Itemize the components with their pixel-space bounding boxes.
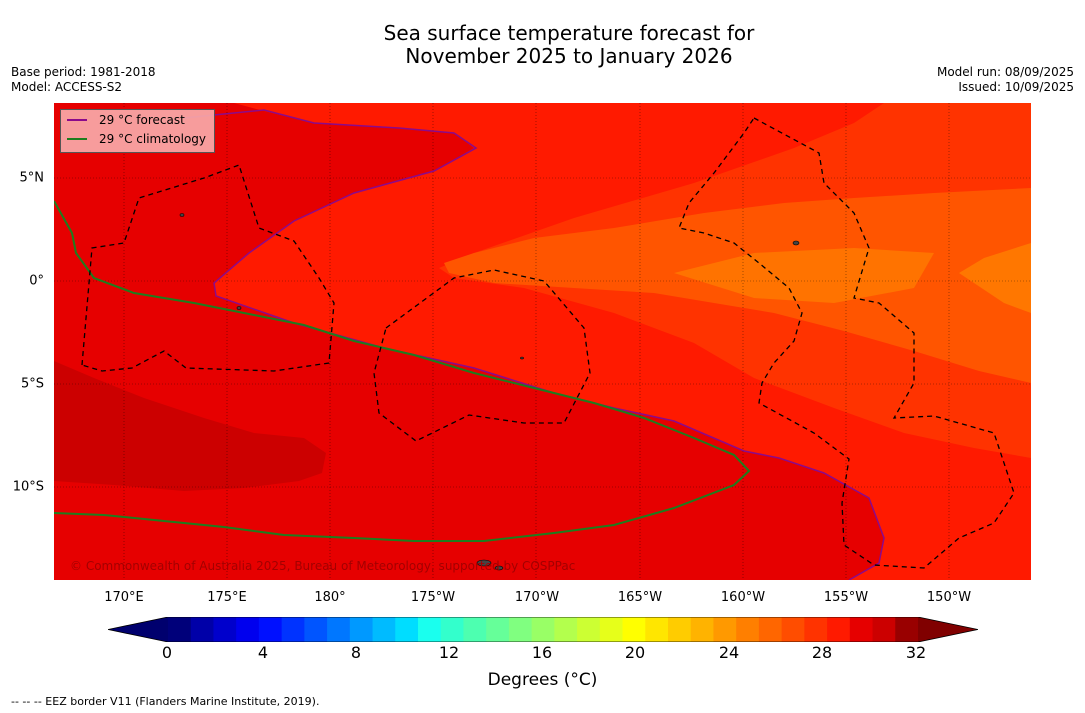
colorbar-segment xyxy=(327,617,351,642)
meta-right: Model run: 08/09/2025 Issued: 10/09/2025 xyxy=(937,65,1074,95)
eez-borders xyxy=(81,117,1015,569)
colorbar-tick-12: 12 xyxy=(438,643,460,662)
lon-label-160w: 160°W xyxy=(720,590,766,605)
colorbar-segment xyxy=(168,617,192,642)
colorbar-tick-32: 32 xyxy=(905,643,927,662)
colorbar-segment xyxy=(668,617,692,642)
colorbar-segment xyxy=(895,617,919,642)
colorbar-segment xyxy=(486,617,510,642)
lon-label-170w: 170°W xyxy=(514,590,560,605)
colorbar-tick-0: 0 xyxy=(161,643,173,662)
colorbar-segment xyxy=(440,617,465,642)
sst-band-30-31 xyxy=(54,361,326,491)
colorbar-segment xyxy=(849,617,874,642)
eez-footnote: -- -- -- EEZ border V11 (Flanders Marine… xyxy=(11,695,320,708)
lat-label-0: 0° xyxy=(29,273,44,289)
colorbar-segment xyxy=(736,617,760,642)
colorbar-segment xyxy=(418,617,442,642)
model-name: Model: ACCESS-S2 xyxy=(11,80,123,94)
colorbar-segment xyxy=(645,617,669,642)
sst-band-25-26 xyxy=(959,243,1031,313)
colorbar-segment xyxy=(258,617,283,642)
colorbar-under-triangle xyxy=(108,617,168,642)
legend-label-climatology: 29 °C climatology xyxy=(99,132,207,146)
colorbar-segment xyxy=(781,617,805,642)
colorbar-tick-4: 4 xyxy=(257,643,269,662)
legend-label-forecast: 29 °C forecast xyxy=(99,113,185,127)
colorbar-segment xyxy=(372,617,396,642)
lon-label-150w: 150°W xyxy=(926,590,972,605)
colorbar-segment xyxy=(804,617,828,642)
issued-date: Issued: 10/09/2025 xyxy=(958,80,1074,94)
colorbar-tick-24: 24 xyxy=(718,643,740,662)
colorbar-segment xyxy=(827,617,851,642)
legend-item-climatology: 29 °C climatology xyxy=(67,131,206,147)
colorbar-segment xyxy=(531,617,555,642)
colorbar-tick-28: 28 xyxy=(811,643,833,662)
colorbar-segment xyxy=(190,617,215,642)
lon-label-175w: 175°W xyxy=(410,590,456,605)
copyright-notice: © Commonwealth of Australia 2025, Bureau… xyxy=(70,559,576,573)
climatology-29c-contour xyxy=(54,200,751,542)
contour-legend: 29 °C forecast 29 °C climatology xyxy=(60,109,215,153)
colorbar-tick-8: 8 xyxy=(350,643,362,662)
sst-map: 29 °C forecast 29 °C climatology © Commo… xyxy=(54,103,1031,580)
legend-swatch-climatology xyxy=(67,138,87,140)
colorbar-segment xyxy=(395,617,419,642)
colorbar-segment xyxy=(690,617,715,642)
colorbar-segment xyxy=(713,617,737,642)
colorbar-segment xyxy=(599,617,624,642)
legend-item-forecast: 29 °C forecast xyxy=(67,112,185,128)
lon-label-170e: 170°E xyxy=(104,590,144,605)
colorbar-tick-20: 20 xyxy=(624,643,646,662)
lat-label-10s: 10°S xyxy=(12,479,44,495)
base-period: Base period: 1981-2018 xyxy=(11,65,156,79)
title-line-1: Sea surface temperature forecast for xyxy=(383,21,755,45)
colorbar-segment xyxy=(622,617,646,642)
sst-band-25-26-b xyxy=(674,248,934,303)
lon-label-175e: 175°E xyxy=(207,590,247,605)
colorbar-label: Degrees (°C) xyxy=(487,670,598,690)
map-title: Sea surface temperature forecast for Nov… xyxy=(0,22,1085,68)
meta-left: Base period: 1981-2018 Model: ACCESS-S2 xyxy=(11,65,156,95)
colorbar-segment xyxy=(304,617,328,642)
colorbar-tick-16: 16 xyxy=(531,643,553,662)
colorbar-segment xyxy=(281,617,305,642)
sst-map-svg xyxy=(54,103,1031,580)
lat-label-5s: 5°S xyxy=(20,376,44,392)
colorbar-segment xyxy=(554,617,578,642)
colorbar-over-triangle xyxy=(918,617,978,642)
colorbar xyxy=(108,617,978,642)
legend-swatch-forecast xyxy=(67,119,87,121)
colorbar-segment xyxy=(463,617,487,642)
colorbar-segment xyxy=(349,617,374,642)
colorbar-segment xyxy=(508,617,533,642)
colorbar-segment xyxy=(758,617,783,642)
lon-label-155w: 155°W xyxy=(823,590,869,605)
lon-label-180: 180° xyxy=(314,590,346,605)
lat-label-5n: 5°N xyxy=(19,170,45,186)
islands xyxy=(179,213,800,571)
colorbar-segment xyxy=(236,617,260,642)
colorbar-segment xyxy=(213,617,237,642)
title-line-2: November 2025 to January 2026 xyxy=(405,44,733,68)
colorbar-segment xyxy=(872,617,896,642)
model-run: Model run: 08/09/2025 xyxy=(936,65,1074,79)
colorbar-segment xyxy=(577,617,601,642)
lon-label-165w: 165°W xyxy=(617,590,663,605)
